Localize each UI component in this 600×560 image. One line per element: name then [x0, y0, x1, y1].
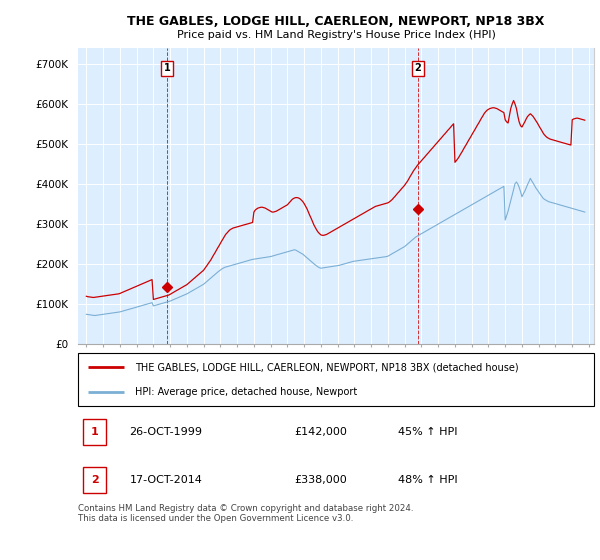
Text: 1: 1 [91, 427, 98, 437]
Text: 2: 2 [415, 63, 421, 73]
Text: £338,000: £338,000 [295, 475, 347, 485]
Text: Contains HM Land Registry data © Crown copyright and database right 2024.
This d: Contains HM Land Registry data © Crown c… [78, 504, 413, 524]
FancyBboxPatch shape [83, 419, 106, 445]
Text: HPI: Average price, detached house, Newport: HPI: Average price, detached house, Newp… [135, 386, 357, 396]
Text: 1: 1 [164, 63, 170, 73]
Text: £142,000: £142,000 [295, 427, 347, 437]
Text: 45% ↑ HPI: 45% ↑ HPI [398, 427, 457, 437]
Text: 17-OCT-2014: 17-OCT-2014 [130, 475, 202, 485]
Text: THE GABLES, LODGE HILL, CAERLEON, NEWPORT, NP18 3BX (detached house): THE GABLES, LODGE HILL, CAERLEON, NEWPOR… [135, 362, 518, 372]
FancyBboxPatch shape [78, 353, 594, 406]
FancyBboxPatch shape [83, 467, 106, 493]
Text: THE GABLES, LODGE HILL, CAERLEON, NEWPORT, NP18 3BX: THE GABLES, LODGE HILL, CAERLEON, NEWPOR… [127, 15, 545, 28]
Text: 2: 2 [91, 475, 98, 485]
Text: Price paid vs. HM Land Registry's House Price Index (HPI): Price paid vs. HM Land Registry's House … [176, 30, 496, 40]
Text: 26-OCT-1999: 26-OCT-1999 [130, 427, 203, 437]
Text: 48% ↑ HPI: 48% ↑ HPI [398, 475, 458, 485]
